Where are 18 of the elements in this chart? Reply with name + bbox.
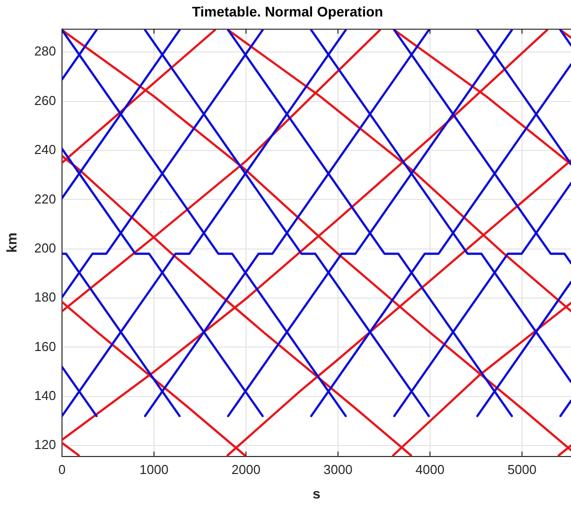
chart-title: Timetable. Normal Operation xyxy=(192,3,384,20)
y-tick-label: 260 xyxy=(34,92,56,108)
y-tick-label: 180 xyxy=(34,290,56,305)
y-tick-label: 280 xyxy=(34,44,56,59)
y-tick-label: 160 xyxy=(34,338,56,354)
y-tick-label: 220 xyxy=(34,191,56,206)
y-tick-label: 120 xyxy=(34,437,56,452)
x-tick-label: 4000 xyxy=(416,462,444,477)
y-tick-label: 140 xyxy=(34,388,56,403)
y-tick-label: 200 xyxy=(34,240,56,256)
x-tick-label: 1000 xyxy=(140,462,168,477)
x-axis-title: s xyxy=(312,485,321,502)
y-tick-label: 240 xyxy=(34,142,56,158)
x-tick-label: 0 xyxy=(58,462,66,477)
x-tick-label: 2000 xyxy=(232,462,260,477)
x-tick-label: 3000 xyxy=(324,462,352,477)
x-tick-label: 5000 xyxy=(508,462,536,477)
y-axis-title: km xyxy=(3,232,20,253)
